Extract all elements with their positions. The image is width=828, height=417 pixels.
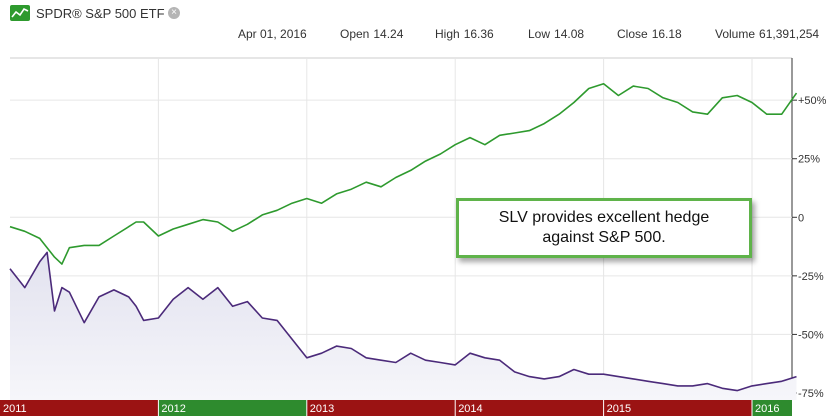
y-tick-label: -25% (798, 271, 824, 283)
navigator-segment (752, 400, 792, 416)
navigator-segment (306, 400, 456, 416)
x-tick-label: 2016 (755, 403, 779, 415)
low-value: 14.08 (554, 27, 585, 41)
annotation-callout: SLV provides excellent hedge against S&P… (456, 198, 752, 258)
high-label: High (435, 27, 460, 41)
quote-high: High 16.36 (435, 27, 494, 41)
open-value: 14.24 (373, 27, 404, 41)
navigator-end (792, 400, 828, 416)
y-tick-label: +50% (798, 95, 827, 107)
close-icon[interactable]: × (168, 7, 180, 19)
close-value: 16.18 (651, 27, 682, 41)
close-label: Close (617, 27, 648, 41)
y-tick-label: 25% (798, 154, 820, 166)
series-area-slv (10, 252, 797, 400)
navigator-segment (455, 400, 604, 416)
quote-volume: Volume 61,391,254 (715, 27, 819, 41)
y-tick-label: -50% (798, 329, 824, 341)
volume-value: 61,391,254 (759, 27, 820, 41)
quote-close: Close 16.18 (617, 27, 682, 41)
volume-label: Volume (715, 27, 756, 41)
quote-date: Apr 01, 2016 (238, 27, 307, 41)
quote-low: Low 14.08 (528, 27, 584, 41)
series-line-slv (9, 251, 797, 392)
series-line-spy (9, 83, 798, 265)
series-name: SPDR® S&P 500 ETF (36, 6, 165, 21)
line-chart-icon (10, 5, 30, 21)
x-tick-label: 2014 (458, 403, 482, 415)
y-tick-label: -75% (798, 388, 824, 400)
navigator-segment (0, 400, 159, 416)
open-label: Open (340, 27, 370, 41)
x-tick-label: 2013 (310, 403, 334, 415)
x-tick-label: 2011 (3, 403, 27, 415)
navigator-segment (158, 400, 307, 416)
navigator-segment (603, 400, 752, 416)
quote-open: Open 14.24 (340, 27, 403, 41)
high-value: 16.36 (463, 27, 494, 41)
chart-header: SPDR® S&P 500 ETF × Apr 01, 2016 Open 14.… (0, 0, 828, 60)
x-tick-label: 2015 (607, 403, 631, 415)
y-tick-label: 0 (798, 212, 804, 224)
low-label: Low (528, 27, 551, 41)
x-tick-label: 2012 (161, 403, 185, 415)
